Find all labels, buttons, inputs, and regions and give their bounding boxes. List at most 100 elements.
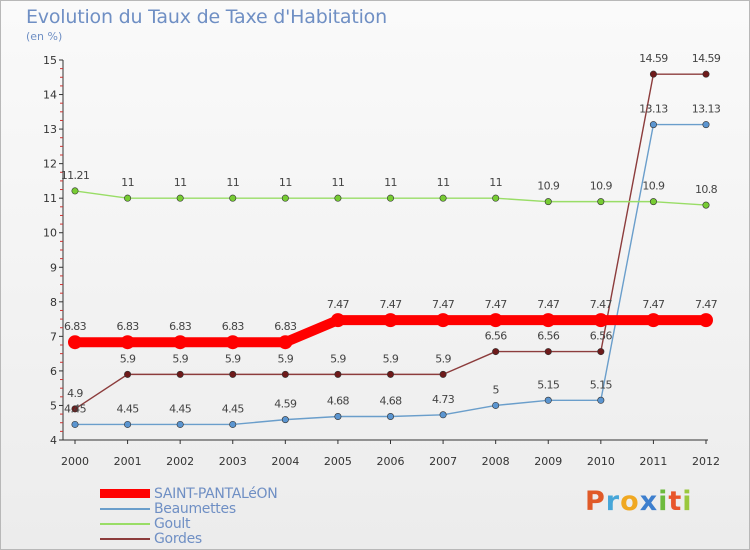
logo-letter: P xyxy=(585,486,606,517)
logo-letter: r xyxy=(605,486,621,517)
y-tick-label: 8 xyxy=(50,296,57,309)
data-label: 4.45 xyxy=(222,402,245,415)
y-tick-label: 15 xyxy=(43,54,57,67)
series-point-1 xyxy=(649,121,657,129)
data-label: 5.9 xyxy=(435,352,451,365)
series-point-3 xyxy=(71,405,79,413)
data-label: 10.8 xyxy=(695,183,718,196)
y-tick-label: 9 xyxy=(50,261,57,274)
legend-item: Gordes xyxy=(100,531,277,546)
data-label: 11 xyxy=(489,176,502,189)
data-label: 7.47 xyxy=(485,298,508,311)
y-tick-label: 10 xyxy=(43,227,57,240)
series-point-0 xyxy=(120,335,135,350)
logo-letter: x xyxy=(639,486,659,517)
series-point-1 xyxy=(597,396,605,404)
series-point-3 xyxy=(649,70,657,78)
y-tick-label: 14 xyxy=(43,89,57,102)
legend-label: Beaumettes xyxy=(154,500,236,517)
legend-swatch xyxy=(100,537,150,540)
data-label: 13.13 xyxy=(639,103,668,116)
data-label: 5.9 xyxy=(225,352,241,365)
series-point-2 xyxy=(649,198,657,206)
data-label: 7.47 xyxy=(327,298,350,311)
data-label: 11 xyxy=(384,176,397,189)
y-tick-label: 12 xyxy=(43,158,57,171)
series-point-1 xyxy=(386,413,394,421)
data-label: 10.9 xyxy=(590,180,613,193)
data-label: 11 xyxy=(332,176,345,189)
series-point-2 xyxy=(544,198,552,206)
series-point-0 xyxy=(699,313,713,328)
data-label: 7.47 xyxy=(695,298,718,311)
series-point-2 xyxy=(702,201,710,209)
data-label: 14.59 xyxy=(692,52,721,65)
x-tick-label: 2002 xyxy=(166,455,194,468)
chart-title: Evolution du Taux de Taxe d'Habitation xyxy=(26,6,387,28)
series-point-2 xyxy=(71,187,79,195)
series-point-1 xyxy=(71,420,79,428)
series-point-1 xyxy=(281,416,289,424)
series-point-2 xyxy=(334,194,342,202)
legend-label: Gordes xyxy=(154,530,202,547)
data-label: 6.56 xyxy=(590,330,613,343)
series-point-2 xyxy=(124,194,132,202)
y-tick-label: 5 xyxy=(50,399,57,412)
series-point-0 xyxy=(436,313,451,328)
data-label: 14.59 xyxy=(639,52,668,65)
data-label: 4.45 xyxy=(64,402,87,415)
series-point-3 xyxy=(439,370,447,378)
x-tick-label: 2010 xyxy=(587,455,615,468)
series-point-0 xyxy=(278,335,293,350)
x-tick-label: 2004 xyxy=(271,455,299,468)
data-label: 4.9 xyxy=(67,387,83,400)
data-label: 6.83 xyxy=(169,320,192,333)
logo-letter: t xyxy=(668,486,683,517)
data-label: 6.83 xyxy=(222,320,245,333)
series-point-1 xyxy=(492,401,500,409)
y-tick-label: 6 xyxy=(50,365,57,378)
data-label: 10.9 xyxy=(642,180,665,193)
data-label: 11 xyxy=(279,176,292,189)
x-tick-label: 2012 xyxy=(692,455,720,468)
data-label: 6.83 xyxy=(117,320,140,333)
chart-subtitle: (en %) xyxy=(26,30,63,43)
data-label: 4.73 xyxy=(432,393,455,406)
data-label: 5 xyxy=(492,383,499,396)
series-point-0 xyxy=(541,313,556,328)
legend-swatch xyxy=(100,522,150,525)
series-point-2 xyxy=(492,194,500,202)
legend-label: SAINT-PANTALéON xyxy=(154,485,278,502)
logo-letter: i xyxy=(658,486,669,517)
series-point-3 xyxy=(229,370,237,378)
legend-label: Goult xyxy=(154,515,191,532)
series-point-2 xyxy=(439,194,447,202)
series-point-2 xyxy=(229,194,237,202)
data-label: 4.68 xyxy=(379,395,402,408)
legend-item: SAINT-PANTALéON xyxy=(100,485,278,502)
series-point-3 xyxy=(334,370,342,378)
x-tick-label: 2008 xyxy=(482,455,510,468)
data-label: 7.47 xyxy=(432,298,455,311)
series-point-2 xyxy=(597,198,605,206)
x-tick-label: 2011 xyxy=(639,455,667,468)
series-point-0 xyxy=(383,313,398,328)
y-tick-label: 4 xyxy=(50,434,57,447)
series-point-1 xyxy=(439,411,447,419)
data-label: 5.9 xyxy=(383,352,399,365)
data-label: 7.47 xyxy=(537,298,560,311)
series-point-3 xyxy=(176,370,184,378)
series-point-0 xyxy=(593,313,608,328)
data-label: 4.45 xyxy=(169,402,192,415)
data-label: 6.83 xyxy=(64,320,87,333)
x-tick-label: 2006 xyxy=(377,455,405,468)
legend-swatch xyxy=(100,507,150,510)
x-tick-label: 2009 xyxy=(534,455,562,468)
series-point-3 xyxy=(386,370,394,378)
series-point-0 xyxy=(488,313,503,328)
series-point-3 xyxy=(124,370,132,378)
y-tick-label: 7 xyxy=(50,330,57,343)
data-label: 5.9 xyxy=(120,352,136,365)
logo-letter: i xyxy=(682,486,693,517)
data-label: 5.9 xyxy=(277,352,293,365)
